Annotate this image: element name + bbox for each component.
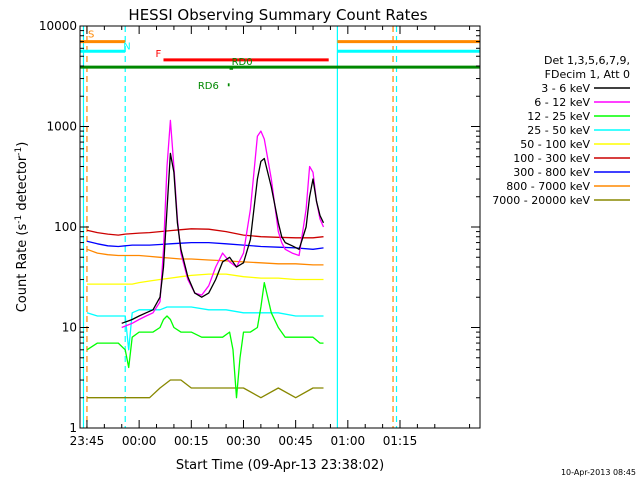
annotation-label-2: F (155, 49, 161, 60)
legend-label-4: 50 - 100 keV (520, 138, 590, 151)
legend-label-6: 300 - 800 keV (513, 166, 590, 179)
x-axis-label: Start Time (09-Apr-13 23:38:02) (176, 458, 384, 473)
y-axis: 1 10 100 1000 10000 (39, 19, 480, 435)
plot-area: S N F RD6 RD0 (80, 26, 480, 428)
legend-label-8: 7000 - 20000 keV (492, 194, 590, 207)
x-tick-label-6: 01:15 (383, 434, 418, 448)
series-line-0 (121, 152, 325, 324)
y-tick-label-0: 1 (69, 421, 77, 435)
legend-label-0: 3 - 6 keV (541, 82, 590, 95)
x-tick-label-0: 23:45 (70, 434, 105, 448)
y-axis-label: Count Rate (s-1 detector-1) (14, 142, 30, 313)
y-tick-label-2: 100 (54, 220, 77, 234)
legend-label-1: 6 - 12 keV (534, 96, 590, 109)
y-tick-label-1: 10 (62, 321, 77, 335)
annotation-label-0: S (88, 30, 94, 41)
series-line-6 (86, 240, 324, 250)
plot-frame (79, 25, 481, 429)
legend-header-line-2: FDecim 1, Att 0 (545, 68, 630, 81)
series-line-5 (86, 228, 324, 239)
legend-label-3: 25 - 50 keV (527, 124, 590, 137)
annotation-label-1: N (123, 41, 130, 52)
chart-title: HESSI Observing Summary Count Rates (128, 6, 427, 24)
y-tick-label-3: 1000 (46, 120, 77, 134)
legend-header-line-1: Det 1,3,5,6,7,9, (544, 54, 630, 67)
annotation-label-4: RD0 (232, 57, 253, 68)
series-line-7 (86, 248, 324, 266)
x-tick-label-2: 00:15 (174, 434, 209, 448)
x-tick-label-3: 00:30 (226, 434, 261, 448)
x-axis: 23:45 00:00 00:15 00:30 00:45 01:00 01:15 (70, 26, 471, 448)
legend: Det 1,3,5,6,7,9, FDecim 1, Att 0 3 - 6 k… (492, 54, 630, 207)
x-tick-label-4: 00:45 (278, 434, 313, 448)
y-tick-label-4: 10000 (39, 19, 77, 33)
x-tick-label-1: 00:00 (122, 434, 157, 448)
x-tick-label-5: 01:00 (331, 434, 366, 448)
series-line-1 (121, 119, 325, 329)
legend-label-2: 12 - 25 keV (527, 110, 590, 123)
timestamp-footer: 10-Apr-2013 08:45 (561, 468, 636, 477)
series-line-3 (86, 306, 324, 351)
series-line-4 (87, 273, 324, 285)
legend-label-7: 800 - 7000 keV (506, 180, 590, 193)
annotation-label-3: RD6 (198, 81, 219, 92)
legend-label-5: 100 - 300 keV (513, 152, 590, 165)
series-line-8 (87, 379, 324, 399)
series-line-2 (86, 281, 324, 399)
